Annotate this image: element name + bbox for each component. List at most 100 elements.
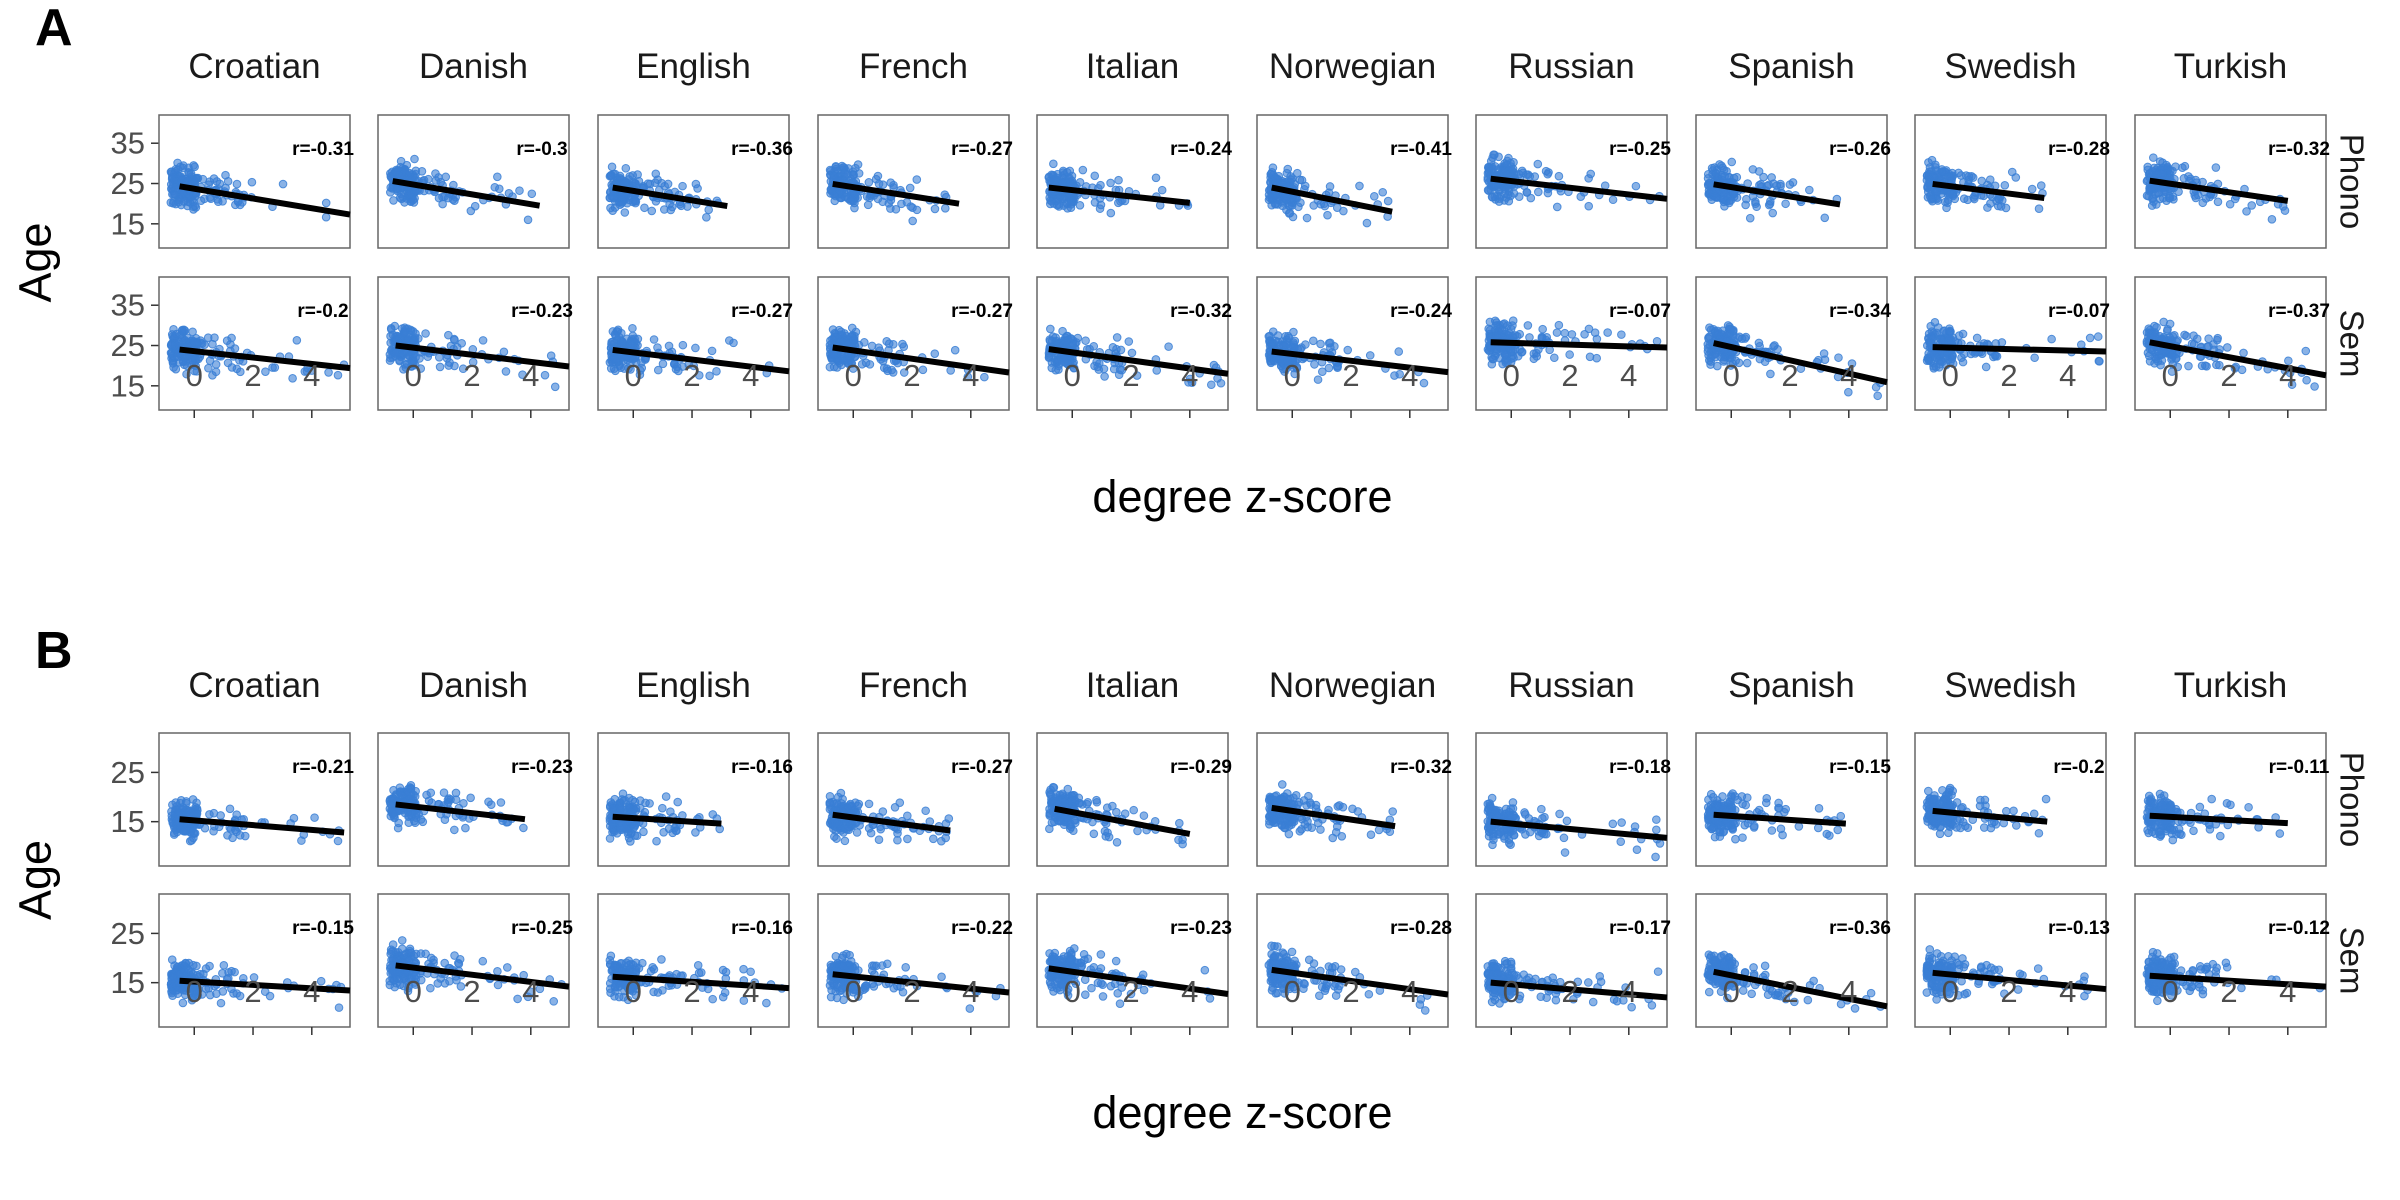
scatter-point <box>2242 207 2251 216</box>
scatter-point <box>409 816 419 826</box>
scatter-point <box>673 797 683 807</box>
column-title-italian: Italian <box>1086 47 1179 86</box>
scatter-point <box>1266 169 1276 179</box>
panel-english-sem: r=-0.270 2 4 <box>597 276 793 418</box>
scatter-point <box>1310 360 1319 369</box>
scatter-point <box>903 834 912 844</box>
scatter-point <box>1704 189 1713 199</box>
scatter-point <box>1754 167 1764 176</box>
scatter-point <box>2200 361 2210 370</box>
scatter-point <box>1742 793 1752 802</box>
scatter-point <box>1280 194 1290 204</box>
scatter-point <box>929 834 938 844</box>
scatter-point <box>1089 829 1099 839</box>
scatter-point <box>633 334 643 344</box>
scatter-point <box>854 799 864 809</box>
correlation-label: r=-0.27 <box>951 139 1013 160</box>
scatter-point <box>550 382 560 392</box>
scatter-point <box>240 831 250 841</box>
scatter-point <box>1819 349 1829 358</box>
panel-danish-phono: r=-0.3 <box>377 114 570 249</box>
scatter-point <box>1776 824 1786 834</box>
scatter-point <box>1560 328 1570 338</box>
scatter-point <box>1927 327 1937 336</box>
scatter-point <box>167 811 177 821</box>
scatter-point <box>1555 809 1564 819</box>
scatter-point <box>2154 188 2163 198</box>
scatter-point <box>523 215 533 225</box>
scatter-point <box>1873 391 1882 401</box>
scatter-point <box>866 828 876 838</box>
scatter-point <box>635 796 645 805</box>
correlation-label: r=-0.27 <box>951 301 1013 322</box>
scatter-point <box>1706 789 1716 799</box>
scatter-point <box>1152 366 1162 375</box>
correlation-label: r=-0.23 <box>511 301 573 322</box>
scatter-point <box>2000 181 2010 190</box>
scatter-point <box>450 825 459 835</box>
scatter-point <box>1630 822 1640 831</box>
scatter-point <box>1383 196 1393 206</box>
scatter-point <box>905 183 915 193</box>
scatter-point <box>946 366 955 375</box>
scatter-point <box>903 811 912 821</box>
scatter-point <box>624 833 634 843</box>
scatter-point <box>1925 337 1934 347</box>
scatter-point <box>1942 203 1951 213</box>
scatter-point <box>1394 347 1404 356</box>
scatter-point <box>451 788 461 798</box>
scatter-point <box>2301 346 2311 356</box>
scatter-point <box>297 836 306 845</box>
x-tick-label: 2 <box>1561 358 1578 393</box>
fit-line <box>179 183 351 218</box>
scatter-point <box>205 810 214 819</box>
scatter-point <box>2178 163 2187 173</box>
scatter-point <box>2036 181 2046 190</box>
scatter-point <box>2184 361 2193 371</box>
scatter-point <box>268 363 277 372</box>
scatter-point <box>940 204 950 213</box>
panel-turkish-phono: r=-0.32 <box>2134 114 2330 249</box>
strip-label-phono: Phono <box>2334 134 2371 229</box>
scatter-point <box>1525 333 1534 342</box>
scatter-point <box>941 833 950 843</box>
scatter-point <box>1632 845 1642 855</box>
scatter-point <box>1718 163 1727 173</box>
y-tick-label: 25 <box>111 755 145 790</box>
scatter-point <box>608 337 617 347</box>
scatter-point <box>1058 326 1067 336</box>
scatter-point <box>212 177 222 186</box>
correlation-label: r=-0.32 <box>2268 139 2330 160</box>
scatter-point <box>1493 829 1502 839</box>
scatter-point <box>1813 823 1823 833</box>
scatter-point <box>1092 797 1102 807</box>
scatter-point <box>1114 175 1123 185</box>
scatter-point <box>227 363 237 372</box>
scatter-point <box>2047 334 2056 344</box>
panel-norwegian-sem: r=-0.240 2 4 <box>1256 276 1452 418</box>
scatter-point <box>410 187 420 197</box>
scatter-point <box>1714 329 1723 339</box>
scatter-point <box>873 171 883 181</box>
scatter-point <box>1584 201 1594 211</box>
scatter-point <box>864 178 874 187</box>
scatter-point <box>1328 833 1338 843</box>
scatter-point <box>1049 159 1058 169</box>
column-title-spanish: Spanish <box>1728 666 1854 705</box>
scatter-point <box>441 172 451 182</box>
scatter-point <box>1768 208 1778 218</box>
scatter-point <box>1490 181 1500 190</box>
scatter-point <box>386 331 395 341</box>
scatter-point <box>247 177 257 187</box>
scatter-point <box>652 836 661 846</box>
scatter-point <box>405 168 414 178</box>
scatter-point <box>187 836 196 845</box>
column-title-english: English <box>636 47 751 86</box>
scatter-point <box>2085 333 2095 343</box>
scatter-point <box>667 202 677 212</box>
scatter-point <box>1295 826 1305 836</box>
scatter-point <box>1726 791 1736 800</box>
scatter-point <box>651 178 660 187</box>
column-title-croatian: Croatian <box>188 47 320 86</box>
x-tick-label: 2 <box>2000 358 2017 393</box>
